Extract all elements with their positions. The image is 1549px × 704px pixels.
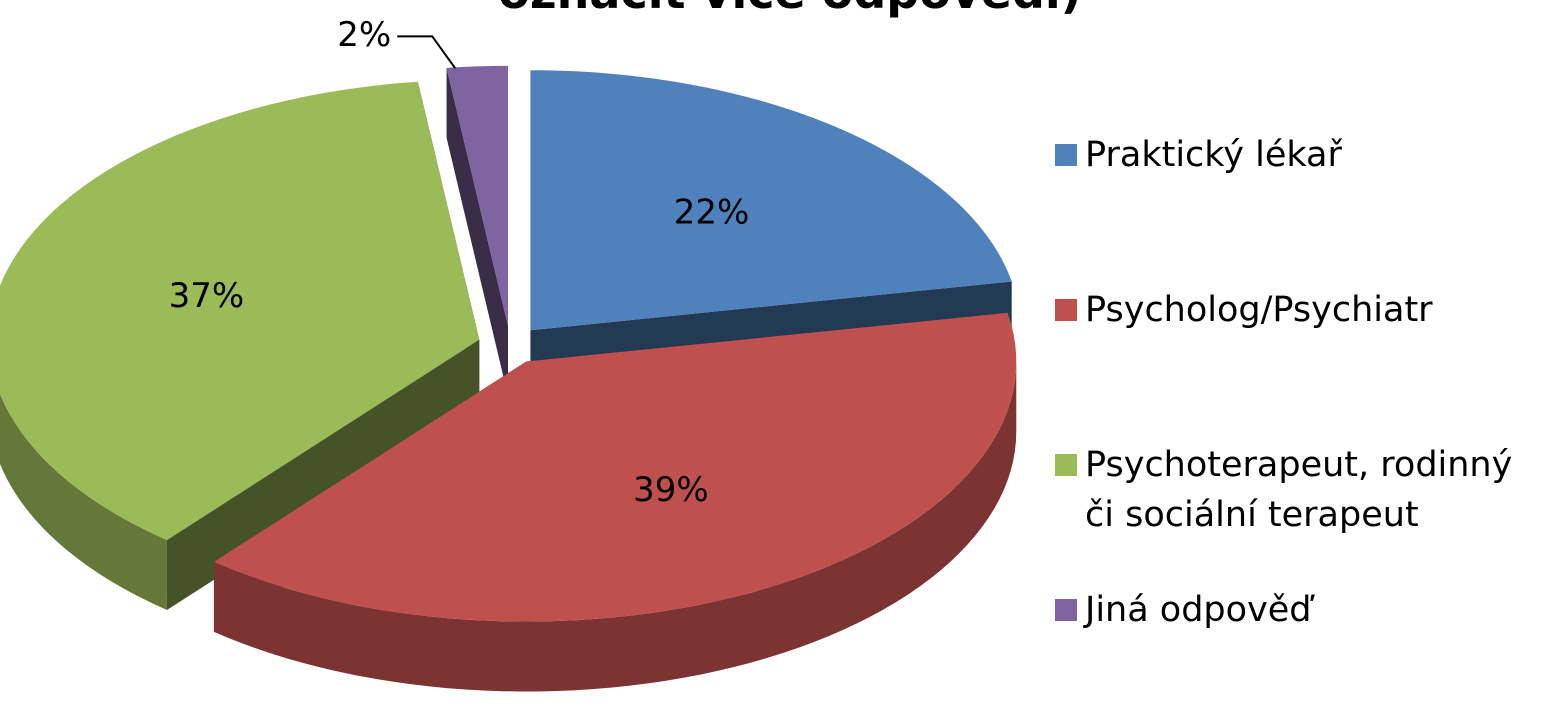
legend-swatch [1055, 299, 1077, 321]
legend-label: Psychoterapeut, rodinný či sociální tera… [1085, 445, 1513, 535]
slice-wall [213, 361, 1017, 692]
slice-top [446, 65, 508, 326]
leader-line [397, 35, 457, 69]
legend-item: Psychoterapeut, rodinný či sociální tera… [1055, 440, 1535, 540]
legend-swatch [1055, 599, 1077, 621]
slice-top [530, 70, 1012, 331]
slice-wall [0, 393, 167, 610]
slice-top [0, 81, 480, 540]
pie-slice [213, 312, 1017, 692]
legend-label: Jiná odpověď [1085, 590, 1312, 630]
chart-title: označit více odpovědí) [498, 0, 1081, 19]
data-label: 37% [169, 276, 245, 316]
legend-label: Psycholog/Psychiatr [1085, 290, 1433, 330]
legend-item: Praktický lékař [1055, 130, 1535, 180]
legend-swatch [1055, 454, 1077, 476]
data-label: 39% [633, 470, 709, 510]
data-label: 22% [674, 193, 750, 233]
slice-top [213, 312, 1017, 622]
legend-label: Praktický lékař [1085, 135, 1342, 175]
legend-item: Jiná odpověď [1055, 585, 1535, 635]
legend-swatch [1055, 144, 1077, 166]
pie-slice [446, 65, 508, 396]
slice-side [446, 67, 508, 396]
data-label: 2% [337, 15, 391, 55]
legend-item: Psycholog/Psychiatr [1055, 285, 1535, 335]
